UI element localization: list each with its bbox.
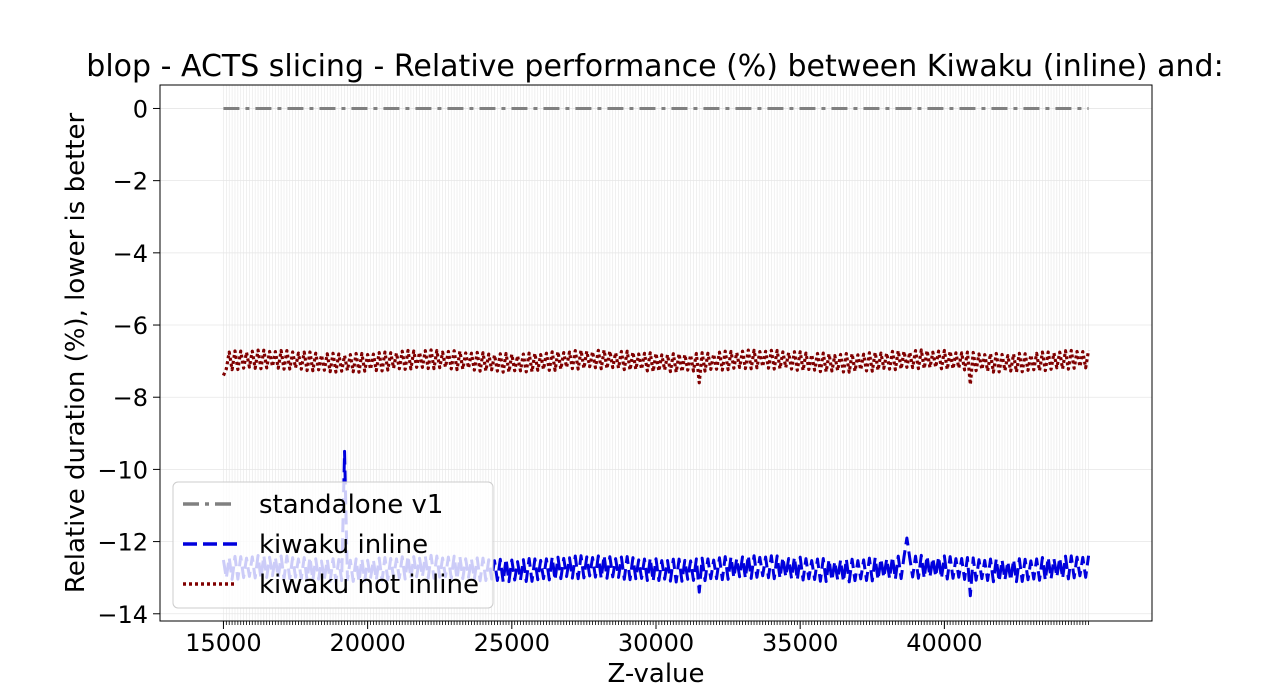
legend-label-kiwaku-inline: kiwaku inline xyxy=(259,530,428,560)
y-tick-label: −6 xyxy=(113,312,148,340)
chart-title: blop - ACTS slicing - Relative performan… xyxy=(86,49,1223,84)
x-tick-label: 30000 xyxy=(618,629,694,657)
x-tick-label: 20000 xyxy=(329,629,405,657)
y-tick-label: −8 xyxy=(113,384,148,412)
y-tick-label: −12 xyxy=(97,529,148,557)
legend: standalone v1 kiwaku inline kiwaku not inl… xyxy=(172,481,494,609)
y-tick-label: −14 xyxy=(97,601,148,629)
y-tick-label: 0 xyxy=(133,95,148,123)
x-tick-label: 25000 xyxy=(474,629,550,657)
legend-box xyxy=(172,481,494,609)
x-tick-label: 40000 xyxy=(906,629,982,657)
legend-label-standalone-v1: standalone v1 xyxy=(259,490,443,520)
legend-label-kiwaku-not-inline: kiwaku not inline xyxy=(259,570,479,600)
x-tick-label: 15000 xyxy=(185,629,261,657)
y-tick-label: −10 xyxy=(97,456,148,484)
y-tick-label: −4 xyxy=(113,240,148,268)
y-axis-label: Relative duration (%), lower is better xyxy=(61,113,91,594)
y-tick-label: −2 xyxy=(113,168,148,196)
x-axis-label: Z-value xyxy=(607,659,704,689)
x-tick-label: 35000 xyxy=(762,629,838,657)
ticks: 15000 20000 25000 30000 35000 40000 0 −2 −4 −6 −8 −… xyxy=(97,95,1089,657)
series-line-kiwaku-not-inline xyxy=(221,348,1091,387)
